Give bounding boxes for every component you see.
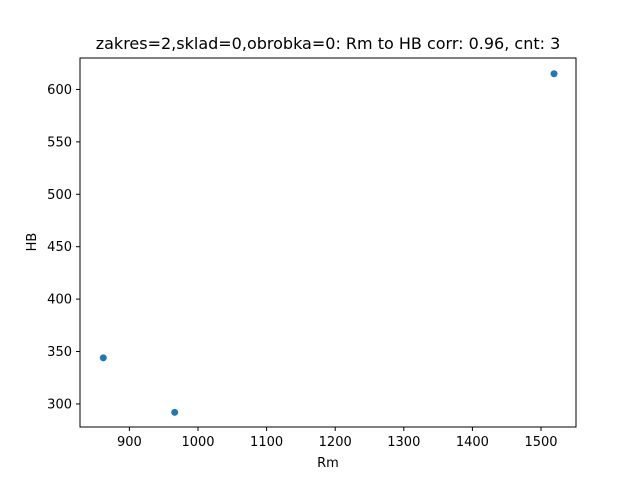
x-axis-ticks: 900 1000 1100 1200 1300 1400 1500	[117, 427, 558, 450]
data-points	[99, 70, 558, 416]
y-tick-label: 350	[47, 345, 72, 360]
y-axis-label: HB	[25, 233, 40, 252]
y-tick-label: 550	[47, 135, 72, 150]
x-tick-label: 1400	[456, 435, 489, 450]
x-tick-label: 1500	[524, 435, 557, 450]
plot-area-frame	[79, 57, 577, 428]
data-point-2	[171, 408, 179, 416]
y-tick-label: 300	[47, 397, 72, 412]
y-tick-label: 450	[47, 240, 72, 255]
x-tick-label: 1300	[387, 435, 420, 450]
x-tick-label: 900	[117, 435, 142, 450]
data-point-3	[550, 70, 558, 78]
y-tick-label: 500	[47, 188, 72, 203]
y-tick-label: 600	[47, 83, 72, 98]
x-axis-label: Rm	[317, 456, 339, 471]
x-tick-label: 1100	[250, 435, 283, 450]
x-tick-label: 1200	[319, 435, 352, 450]
chart-title: zakres=2,sklad=0,obrobka=0: Rm to HB cor…	[96, 34, 561, 53]
data-point-1	[99, 354, 107, 362]
y-tick-label: 400	[47, 293, 72, 308]
x-tick-label: 1000	[181, 435, 214, 450]
y-axis-ticks: 300 350 400 450 500 550 600	[47, 83, 80, 412]
